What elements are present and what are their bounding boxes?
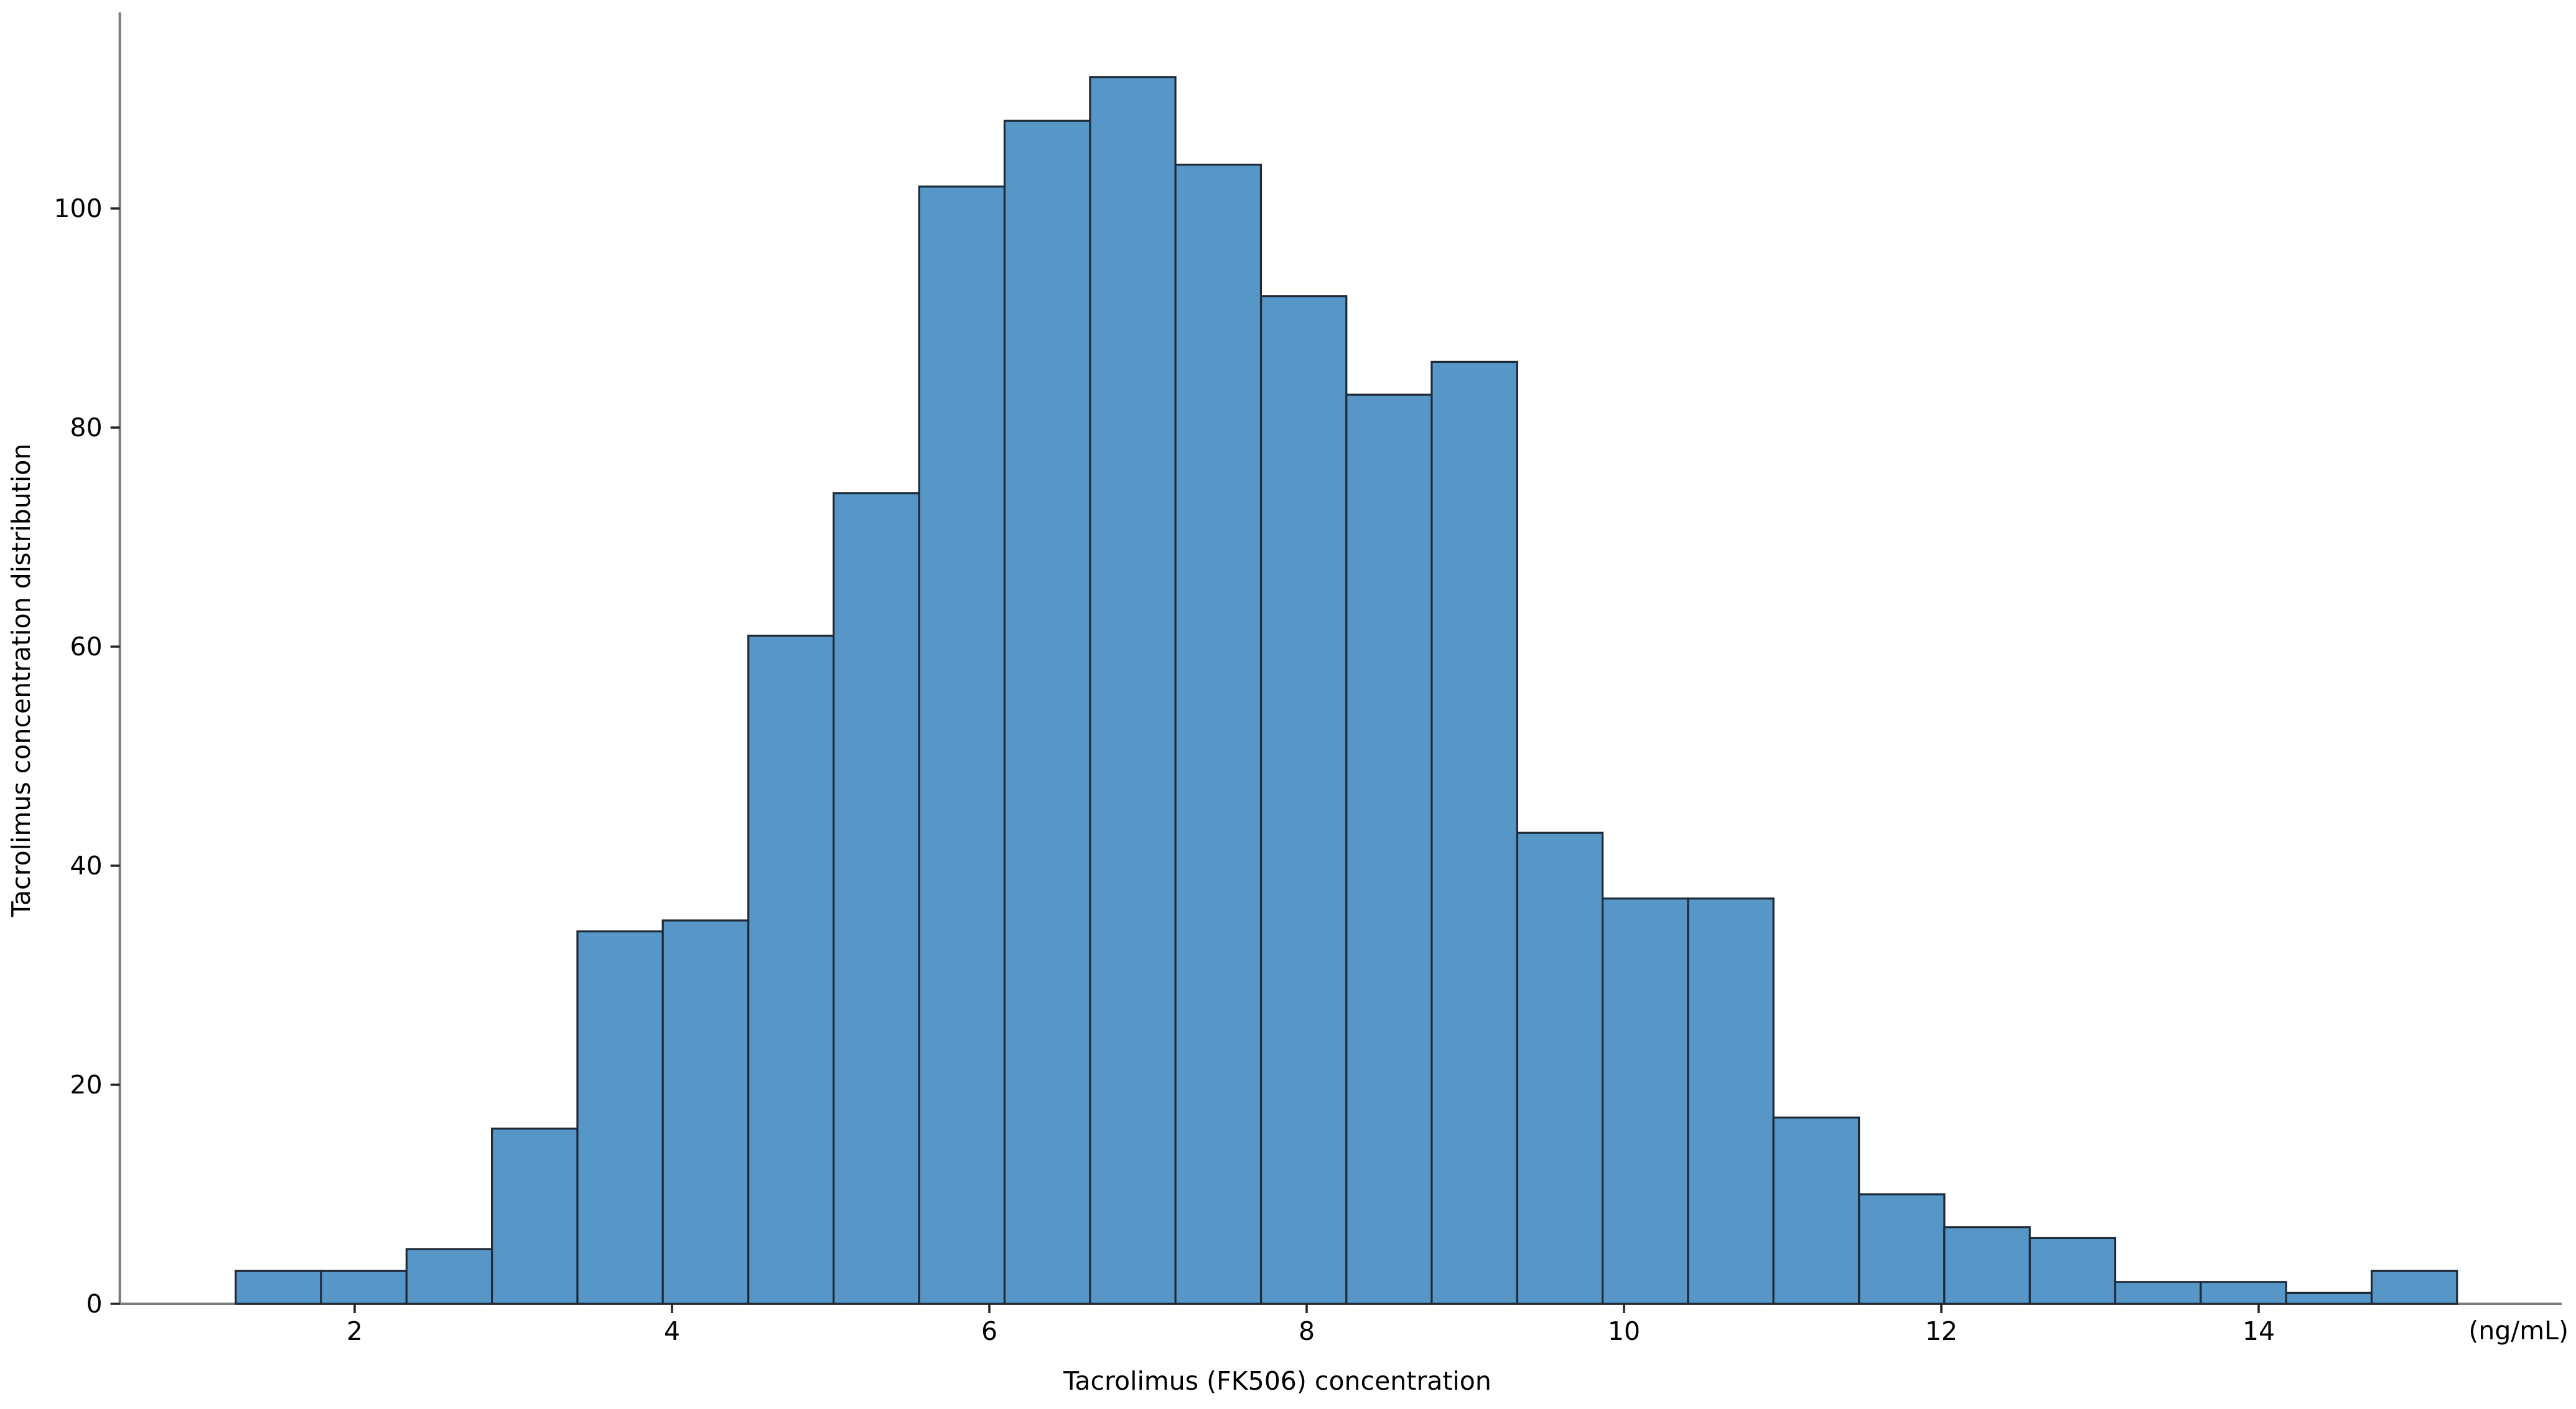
y-tick-label: 60 bbox=[70, 632, 102, 662]
x-tick-label: 2 bbox=[347, 1316, 363, 1346]
histogram-bar bbox=[1687, 897, 1775, 1305]
x-axis-ticks: 2 4 6 8 10 12 14 bbox=[347, 1304, 2275, 1346]
histogram-bar bbox=[2371, 1270, 2458, 1305]
histogram-bar bbox=[1602, 897, 1689, 1305]
histogram-bar bbox=[320, 1270, 408, 1305]
histogram-bar bbox=[2114, 1281, 2202, 1305]
x-tick-label: 4 bbox=[664, 1316, 680, 1346]
histogram-bar bbox=[661, 919, 750, 1305]
x-axis-title: Tacrolimus (FK506) concentration bbox=[1063, 1366, 1491, 1396]
x-tick-label: 10 bbox=[1608, 1316, 1640, 1346]
histogram-bar bbox=[2028, 1237, 2117, 1305]
histogram-bar bbox=[1259, 295, 1348, 1305]
y-tick-label: 100 bbox=[54, 194, 102, 223]
histogram-bar bbox=[2200, 1281, 2287, 1305]
histogram-bar bbox=[1174, 164, 1262, 1305]
histogram-bar bbox=[918, 185, 1006, 1305]
histogram-bar bbox=[1003, 119, 1091, 1305]
y-tick-label: 80 bbox=[70, 413, 102, 442]
histogram-bar bbox=[405, 1248, 493, 1305]
histogram-bar bbox=[1772, 1116, 1860, 1305]
histogram-bar bbox=[1943, 1226, 2031, 1305]
y-tick-label: 0 bbox=[86, 1289, 103, 1319]
histogram-bar bbox=[747, 634, 835, 1305]
histogram-bar bbox=[833, 492, 920, 1305]
x-axis-unit-label: (ng/mL) bbox=[2468, 1316, 2569, 1346]
histogram-bar bbox=[1858, 1193, 1946, 1305]
x-tick-label: 6 bbox=[981, 1316, 997, 1346]
histogram-bars bbox=[235, 76, 2458, 1305]
y-axis-title: Tacrolimus concentration distribution bbox=[6, 444, 36, 918]
histogram-bar bbox=[1516, 831, 1604, 1305]
x-tick-label: 14 bbox=[2242, 1316, 2275, 1346]
histogram-bar bbox=[1089, 76, 1177, 1305]
histogram-bar bbox=[1345, 393, 1433, 1305]
x-tick-label: 12 bbox=[1925, 1316, 1958, 1346]
histogram-bar bbox=[576, 930, 664, 1305]
y-axis-ticks: 0 20 40 60 80 100 bbox=[54, 194, 120, 1319]
x-tick-label: 8 bbox=[1299, 1316, 1315, 1346]
histogram-bar bbox=[2285, 1291, 2373, 1305]
y-tick-label: 20 bbox=[70, 1070, 102, 1100]
y-tick-label: 40 bbox=[70, 851, 102, 881]
histogram-bar bbox=[1430, 360, 1518, 1305]
histogram-bar bbox=[235, 1270, 322, 1305]
histogram-bar bbox=[490, 1127, 579, 1305]
